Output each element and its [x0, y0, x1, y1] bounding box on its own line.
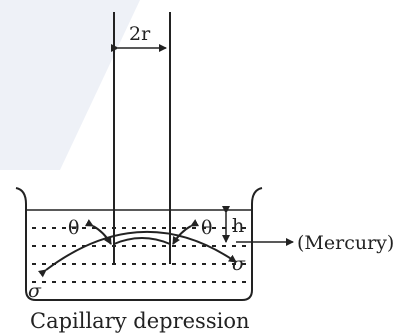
surface-tension-label-left: σ	[28, 280, 42, 302]
radius-label: 2r	[129, 23, 151, 45]
mercury-fill-pattern	[32, 227, 250, 283]
angle-arc-left	[84, 219, 112, 245]
background-watermark	[0, 0, 140, 170]
angle-label-right: θ	[201, 217, 212, 239]
angle-arc-right	[172, 219, 200, 245]
mercury-meniscus	[113, 237, 171, 245]
diagram-caption: Capillary depression	[30, 309, 250, 333]
surface-tension-arc	[37, 230, 237, 278]
angle-label-left: θ	[68, 217, 79, 239]
beaker-container	[15, 187, 263, 301]
surface-tension-label-right: σ	[232, 253, 246, 275]
mercury-label: (Mercury)	[297, 232, 394, 254]
height-label: h	[232, 215, 244, 237]
